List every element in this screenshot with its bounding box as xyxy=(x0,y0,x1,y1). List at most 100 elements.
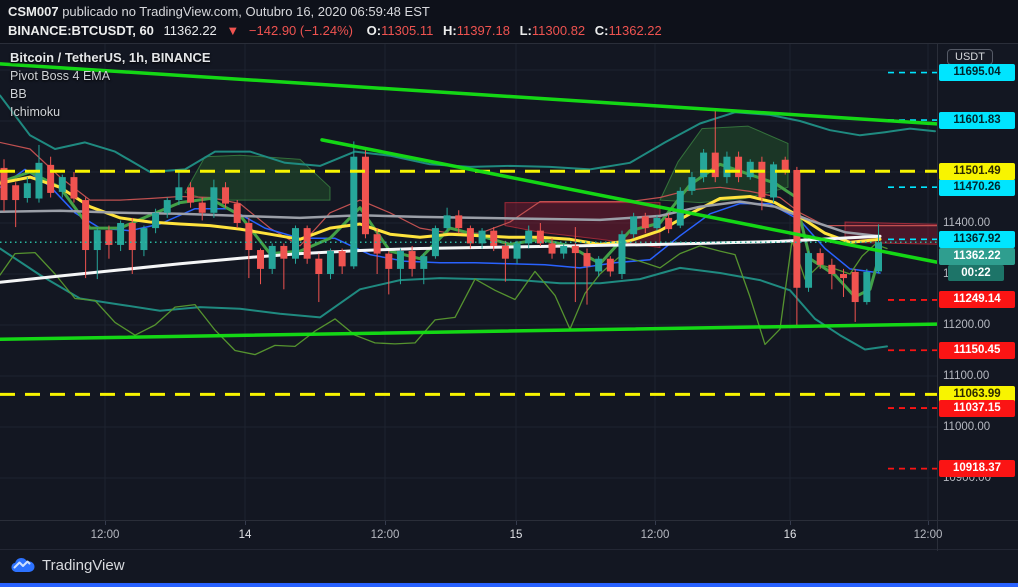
chart-header: CSM007 publicado no TradingView.com, Out… xyxy=(0,0,1018,44)
candle-body xyxy=(408,251,416,269)
time-axis-tick xyxy=(105,521,106,525)
time-axis-tick xyxy=(790,521,791,525)
time-axis-tick xyxy=(385,521,386,525)
publish-line: CSM007 publicado no TradingView.com, Out… xyxy=(8,4,430,19)
pivot-label-yellow: 11063.99 xyxy=(939,385,1015,403)
ema-white xyxy=(0,234,882,284)
candle-body xyxy=(571,245,579,254)
candle-body xyxy=(280,245,288,259)
time-axis[interactable]: 12:00 14 12:00 15 12:00 16 12:00 xyxy=(0,520,1018,551)
candle-body xyxy=(723,156,731,178)
currency-badge: USDT xyxy=(947,49,993,65)
ichimoku-green-cloud-1 xyxy=(184,154,331,201)
tradingview-logo-icon[interactable] xyxy=(10,556,38,576)
high-value: 11397.18 xyxy=(456,23,510,38)
open-label: O: xyxy=(366,23,382,38)
candle-body xyxy=(700,152,708,178)
bottom-accent-bar xyxy=(0,583,1018,587)
candle-body xyxy=(152,212,160,229)
candle-body xyxy=(257,250,265,269)
candle-body xyxy=(828,264,836,274)
candle-body xyxy=(0,167,8,201)
close-value: 11362.22 xyxy=(608,23,662,38)
pivot-label-cyan: 11601.83 xyxy=(939,111,1015,129)
candle-body xyxy=(93,230,101,251)
time-axis-tick xyxy=(655,521,656,525)
legend-indicator-pivot-boss-4-ema[interactable]: Pivot Boss 4 EMA xyxy=(10,69,111,83)
low-label: L: xyxy=(519,23,532,38)
candle-body xyxy=(641,216,649,229)
pivot-label-red: 10918.37 xyxy=(939,460,1015,478)
footer: TradingView xyxy=(0,552,1018,583)
symbol-interval[interactable]: BINANCE:BTCUSDT, 60 xyxy=(8,23,154,38)
candle-body xyxy=(793,169,801,288)
close-label: C: xyxy=(594,23,609,38)
time-axis-label: 14 xyxy=(238,529,252,541)
candle-body xyxy=(536,230,544,244)
current-price-label: 11362.22 xyxy=(939,248,1015,265)
candle-body xyxy=(233,203,241,223)
high-label: H: xyxy=(443,23,457,38)
time-axis-label: 15 xyxy=(509,529,523,541)
legend: Bitcoin / TetherUS, 1h, BINANCE Pivot Bo… xyxy=(10,50,211,123)
candle-body xyxy=(466,228,474,244)
candle-body xyxy=(175,187,183,201)
chart-plot-area[interactable] xyxy=(0,44,937,520)
candle-body xyxy=(513,243,521,259)
candle-body xyxy=(525,230,533,244)
candle-body xyxy=(548,243,556,254)
time-axis-label: 12:00 xyxy=(913,529,943,541)
time-axis-label: 16 xyxy=(783,529,797,541)
candle-body xyxy=(420,256,428,269)
pivot-label-cyan: 11367.92 xyxy=(939,230,1015,248)
candle-body xyxy=(443,215,451,229)
bar-countdown: 00:22 xyxy=(948,265,1004,281)
legend-symbol-title[interactable]: Bitcoin / TetherUS, 1h, BINANCE xyxy=(10,50,211,65)
candle-body xyxy=(12,185,20,201)
candle-body xyxy=(688,177,696,191)
candle-body xyxy=(303,228,311,259)
axis-price-label: 11400.00 xyxy=(943,217,991,229)
bb-lower xyxy=(0,247,888,351)
symbol-status-line: BINANCE:BTCUSDT, 60 11362.22 ▼ −142.90 (… xyxy=(8,23,662,38)
candle-body xyxy=(746,161,754,178)
mid-descending-trendline[interactable] xyxy=(320,138,937,264)
time-axis-tick xyxy=(928,521,929,525)
candle-body xyxy=(163,200,171,213)
candle-body xyxy=(816,253,824,265)
pivot-label-cyan: 11695.04 xyxy=(939,64,1015,82)
candle-body xyxy=(606,258,614,272)
price-axis[interactable]: USDT 11400.0011300.0011200.0011100.00110… xyxy=(937,44,1018,520)
time-axis-label: 12:00 xyxy=(370,529,400,541)
candle-body xyxy=(840,274,848,279)
candle-body xyxy=(583,253,591,267)
candle-body xyxy=(396,251,404,269)
brand-name[interactable]: TradingView xyxy=(42,557,125,574)
candle-body xyxy=(455,215,463,229)
candle-body xyxy=(665,217,673,230)
candle-body xyxy=(198,202,206,213)
candle-body xyxy=(653,217,661,229)
axis-price-label: 11000.00 xyxy=(943,421,991,433)
candle-body xyxy=(373,234,381,254)
legend-indicator-ichimoku[interactable]: Ichimoku xyxy=(10,105,61,119)
candle-body xyxy=(187,187,195,203)
candlestick-chart xyxy=(0,44,937,520)
legend-indicator-bb[interactable]: BB xyxy=(10,87,27,101)
candle-body xyxy=(35,162,43,199)
header-last-price: 11362.22 xyxy=(163,23,217,38)
publisher-name: CSM007 xyxy=(8,4,59,19)
upper-descending-trendline[interactable] xyxy=(0,62,937,126)
candle-body xyxy=(350,156,358,267)
axis-price-label: 11200.00 xyxy=(943,319,991,331)
candle-body xyxy=(711,152,719,178)
candle-body xyxy=(292,228,299,259)
candle-body xyxy=(758,161,766,198)
candle-body xyxy=(805,253,813,288)
axis-corner-separator xyxy=(937,521,938,551)
candle-body xyxy=(770,164,778,198)
candle-body xyxy=(105,230,113,245)
candle-body xyxy=(128,223,136,251)
lower-ascending-trendline[interactable] xyxy=(0,322,937,342)
